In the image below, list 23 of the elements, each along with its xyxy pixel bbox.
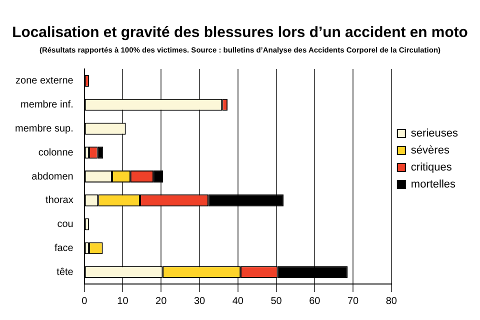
x-tick-label: 50 [270, 296, 282, 307]
y-tick-label: abdomen [32, 171, 74, 182]
y-tick-label: face [54, 242, 74, 254]
x-tick-label: 80 [386, 296, 398, 307]
y-tick-label: thorax [46, 195, 74, 206]
legend-label: mortelles [410, 178, 456, 191]
y-tick-label: colonne [38, 147, 74, 158]
x-tick-label: 60 [309, 296, 321, 307]
legend-label: serieuses [410, 128, 458, 140]
y-tick-label: tête [56, 266, 74, 278]
legend-label: sévères [410, 144, 450, 157]
chart-title: Localisation et gravité des blessures lors d’un accident en moto [12, 24, 468, 42]
x-tick-label: 70 [347, 296, 360, 307]
x-tick-label: 40 [232, 296, 244, 307]
y-tick-label: cou [57, 219, 74, 230]
x-tick-label: 30 [194, 296, 206, 307]
y-tick-label: membre sup. [14, 123, 74, 134]
x-tick-label: 20 [156, 296, 168, 307]
y-tick-label: membre inf. [20, 100, 74, 111]
y-tick-label: zone externe [16, 76, 74, 87]
x-tick-label: 0 [82, 296, 88, 307]
x-tick-label: 10 [117, 296, 129, 307]
legend-label: critiques [410, 162, 452, 174]
